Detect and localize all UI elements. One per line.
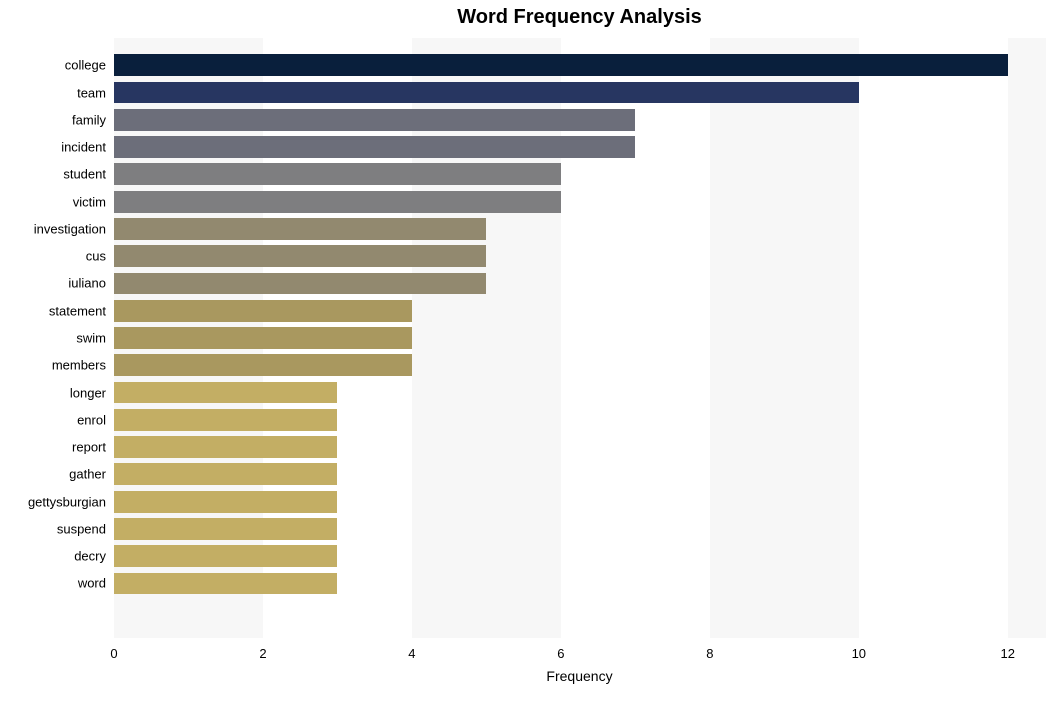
bar: [114, 109, 635, 131]
bars-container: [114, 38, 1045, 638]
y-tick-label: incident: [61, 140, 114, 155]
bar-row: [114, 300, 1045, 322]
y-tick-label: gettysburgian: [28, 494, 114, 509]
y-tick-label: family: [72, 112, 114, 127]
y-tick-label: word: [78, 576, 114, 591]
bar-row: [114, 191, 1045, 213]
x-tick-label: 12: [1001, 646, 1015, 661]
y-tick-label: victim: [73, 194, 114, 209]
bar-row: [114, 109, 1045, 131]
bar: [114, 436, 337, 458]
bar-row: [114, 436, 1045, 458]
bar: [114, 409, 337, 431]
bar: [114, 354, 412, 376]
bar-row: [114, 409, 1045, 431]
y-tick-label: gather: [69, 467, 114, 482]
bar-row: [114, 518, 1045, 540]
bar-row: [114, 327, 1045, 349]
bar: [114, 382, 337, 404]
y-tick-label: cus: [86, 249, 114, 264]
y-tick-label: team: [77, 85, 114, 100]
bar: [114, 218, 486, 240]
y-tick-label: swim: [76, 331, 114, 346]
word-frequency-chart: Word Frequency Analysis collegeteamfamil…: [0, 0, 1054, 701]
bar: [114, 491, 337, 513]
y-tick-label: enrol: [77, 412, 114, 427]
y-tick-label: iuliano: [68, 276, 114, 291]
bar-row: [114, 545, 1045, 567]
bar-row: [114, 491, 1045, 513]
bar: [114, 245, 486, 267]
bar-row: [114, 54, 1045, 76]
x-tick-label: 6: [557, 646, 564, 661]
bar: [114, 163, 561, 185]
bar: [114, 136, 635, 158]
bar: [114, 191, 561, 213]
y-tick-label: decry: [74, 549, 114, 564]
x-tick-label: 10: [852, 646, 866, 661]
x-tick-label: 2: [259, 646, 266, 661]
bar-row: [114, 163, 1045, 185]
y-tick-label: suspend: [57, 521, 114, 536]
bar-row: [114, 354, 1045, 376]
bar: [114, 573, 337, 595]
bar-row: [114, 136, 1045, 158]
chart-title: Word Frequency Analysis: [57, 6, 1054, 29]
bar-row: [114, 273, 1045, 295]
y-tick-label: student: [63, 167, 114, 182]
bar-row: [114, 463, 1045, 485]
bar: [114, 300, 412, 322]
bar-row: [114, 245, 1045, 267]
y-tick-label: longer: [70, 385, 114, 400]
y-tick-label: statement: [49, 303, 114, 318]
bar: [114, 54, 1008, 76]
bar: [114, 463, 337, 485]
y-tick-label: investigation: [34, 221, 114, 236]
x-tick-label: 4: [408, 646, 415, 661]
bar: [114, 518, 337, 540]
x-tick-label: 0: [110, 646, 117, 661]
bar-row: [114, 382, 1045, 404]
bar: [114, 327, 412, 349]
plot-area: collegeteamfamilyincidentstudentvictimin…: [114, 38, 1045, 638]
y-tick-label: members: [52, 358, 114, 373]
y-tick-label: report: [72, 440, 114, 455]
x-tick-label: 8: [706, 646, 713, 661]
y-tick-label: college: [65, 58, 114, 73]
bar-row: [114, 82, 1045, 104]
bar: [114, 82, 859, 104]
bar-row: [114, 218, 1045, 240]
bar: [114, 545, 337, 567]
bar-row: [114, 573, 1045, 595]
x-axis-label: Frequency: [546, 668, 612, 684]
bar: [114, 273, 486, 295]
